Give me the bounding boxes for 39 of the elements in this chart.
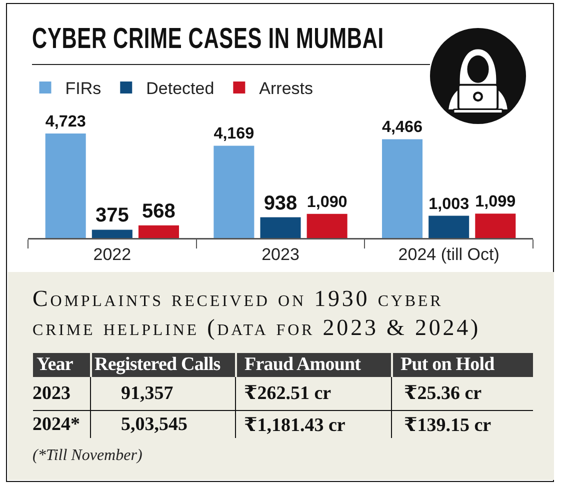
legend-label: Detected: [146, 79, 214, 98]
text: ₹262.51 cr: [244, 383, 332, 404]
x-tick-label: 2022: [93, 244, 132, 264]
text: (*Till November): [32, 447, 142, 465]
data-label: 4,466: [382, 118, 422, 136]
data-label: 4,169: [214, 124, 254, 143]
category-label: 2024*: [32, 414, 80, 435]
data-label: 375: [95, 204, 129, 227]
bar: [475, 214, 516, 238]
text: ₹25.36 cr: [404, 383, 482, 404]
category-label: Fraud Amount: [236, 353, 392, 377]
text: Year: [32, 353, 90, 377]
text: ₹1,181.43 cr: [244, 415, 346, 436]
bar: [306, 214, 348, 238]
text: ₹139.15 cr: [404, 415, 492, 436]
bar: [214, 146, 254, 238]
category-label: Put on Hold: [392, 353, 532, 377]
data-label: 4,723: [45, 112, 86, 130]
data-label: 938: [264, 192, 298, 214]
x-tick-label: 2024 (till Oct): [398, 244, 500, 264]
category-label: Registered Calls: [90, 353, 236, 377]
category-label: 2023: [32, 382, 70, 404]
data-label: 1,090: [306, 192, 348, 211]
bar: [45, 134, 86, 238]
bar: [382, 139, 423, 238]
text: 91,357: [121, 382, 174, 404]
bar: [138, 225, 179, 238]
data-label: 568: [142, 200, 176, 222]
x-tick-label: 2023: [262, 244, 300, 264]
text: Complaints received on 1930 cyber crime helpline (data for 2023 & 2024): [32, 285, 482, 342]
text: 5,03,545: [121, 414, 188, 435]
bar: [428, 216, 470, 238]
bar: [260, 217, 301, 238]
legend-label: Arrests: [259, 79, 314, 98]
bar: [92, 230, 132, 238]
chart-title: CYBER CRIME CASES IN MUMBAI: [32, 22, 384, 56]
data-label: 1,003: [428, 194, 470, 213]
legend-label: FIRs: [65, 79, 102, 98]
data-label: 1,099: [475, 192, 516, 211]
